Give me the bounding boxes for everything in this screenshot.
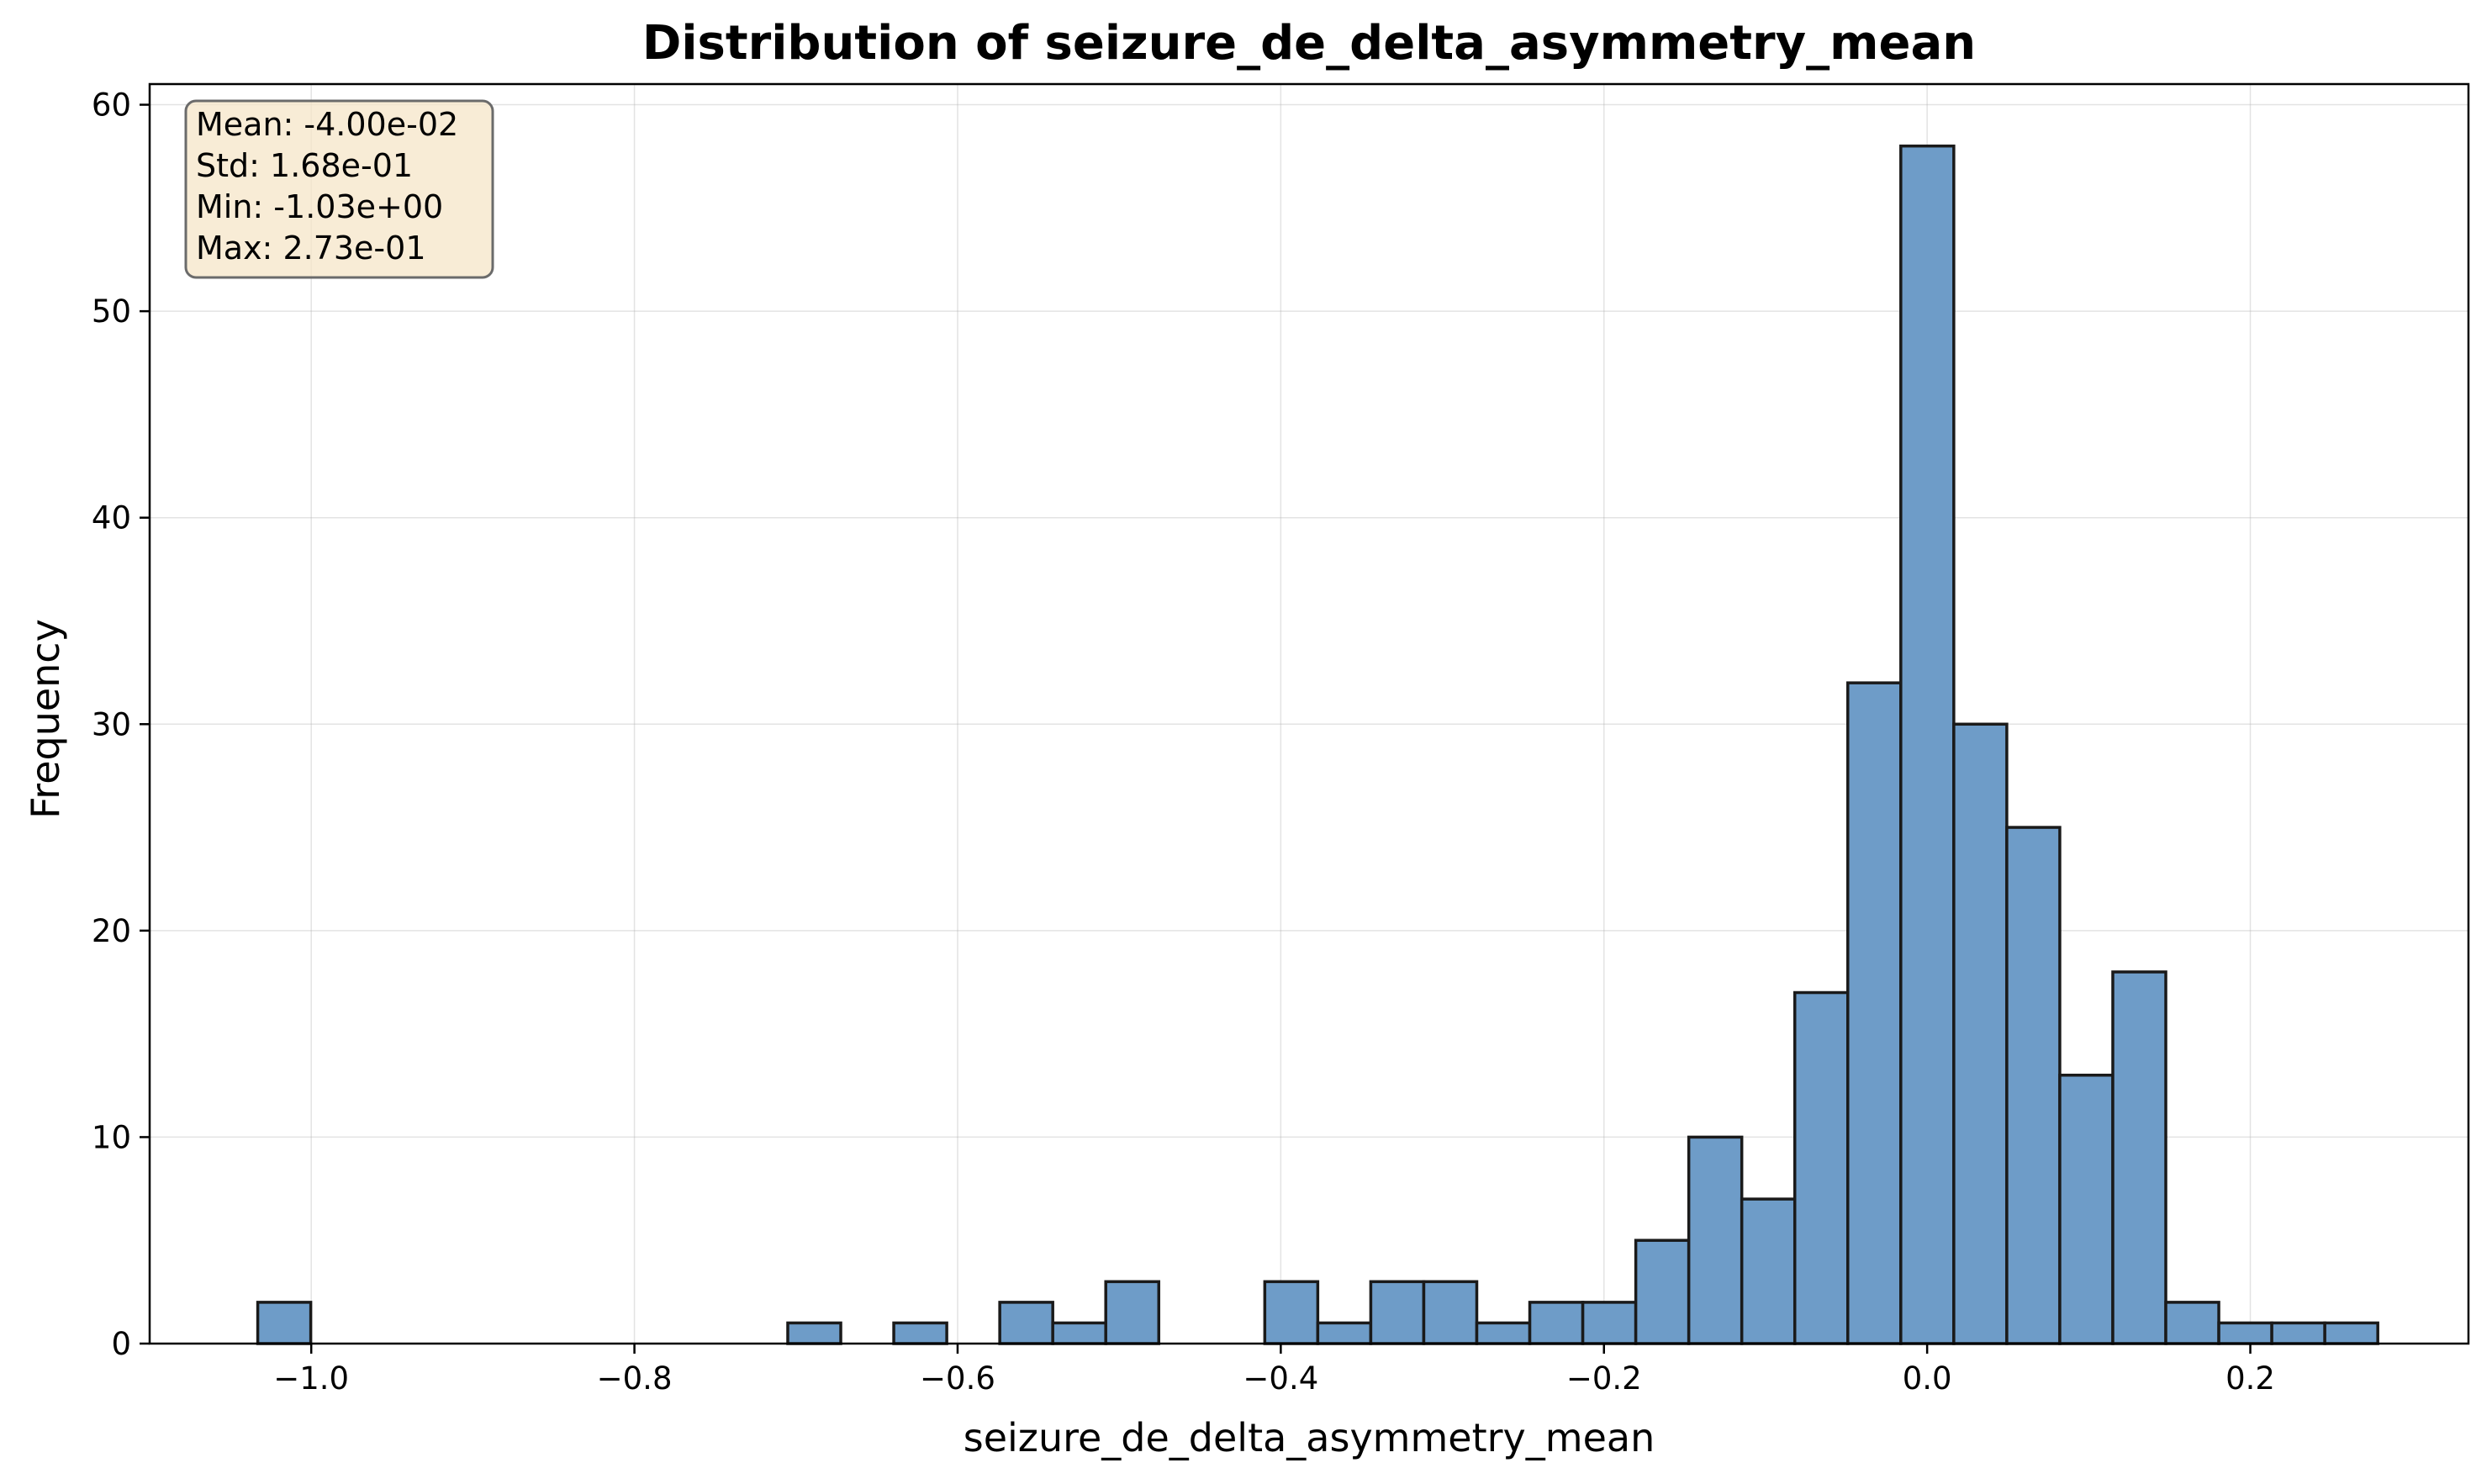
histogram-bar xyxy=(998,1301,1054,1345)
histogram-bar xyxy=(2111,970,2167,1345)
histogram-bar xyxy=(1316,1321,1373,1345)
histogram-bar xyxy=(2217,1321,2273,1345)
y-tick-label: 60 xyxy=(92,87,131,124)
histogram-bar xyxy=(1792,990,1850,1345)
y-tick-label: 50 xyxy=(92,293,131,330)
x-tick-label: −0.2 xyxy=(1566,1360,1642,1397)
stats-min: Min: -1.03e+00 xyxy=(196,188,443,225)
y-tick-label: 0 xyxy=(111,1326,131,1362)
histogram-bar xyxy=(1740,1197,1797,1345)
histogram-bar xyxy=(2323,1321,2379,1345)
y-tick-label: 10 xyxy=(92,1119,131,1155)
histogram-bar xyxy=(1263,1280,1320,1345)
histogram-bar xyxy=(786,1321,842,1345)
histogram-bar xyxy=(1634,1238,1691,1345)
y-axis-label: Frequency xyxy=(23,619,68,819)
x-tick-label: −0.4 xyxy=(1243,1360,1318,1397)
y-tick-label: 30 xyxy=(92,706,131,742)
histogram-bar xyxy=(1846,681,1903,1345)
x-axis-ticks: −1.0 −0.8 −0.6 −0.4 −0.2 0.0 0.2 xyxy=(273,1344,2275,1397)
histogram-bar xyxy=(2164,1301,2220,1345)
histogram-bar xyxy=(1369,1280,1426,1345)
x-tick-label: −1.0 xyxy=(273,1360,349,1397)
x-tick-label: 0.2 xyxy=(2225,1360,2275,1397)
histogram-bar xyxy=(1528,1301,1585,1345)
x-tick-label: −0.6 xyxy=(920,1360,995,1397)
histogram-bar xyxy=(2005,826,2062,1345)
histogram-bar xyxy=(256,1301,313,1345)
histogram-bar xyxy=(2058,1074,2115,1345)
histogram-bar xyxy=(1104,1280,1161,1345)
y-tick-label: 20 xyxy=(92,913,131,949)
stats-std: Std: 1.68e-01 xyxy=(196,147,413,184)
histogram-bar xyxy=(1581,1301,1638,1345)
stats-max: Max: 2.73e-01 xyxy=(196,230,426,267)
chart-title: Distribution of seizure_de_delta_asymmet… xyxy=(642,16,1976,71)
x-tick-label: −0.8 xyxy=(597,1360,673,1397)
y-tick-label: 40 xyxy=(92,500,131,536)
stats-annotation-box: Mean: -4.00e-02 Std: 1.68e-01 Min: -1.03… xyxy=(184,99,494,279)
stats-mean: Mean: -4.00e-02 xyxy=(196,106,458,143)
y-axis-ticks: 0 10 20 30 40 50 60 xyxy=(92,87,150,1362)
histogram-bar xyxy=(2270,1321,2326,1345)
x-axis-label: seizure_de_delta_asymmetry_mean xyxy=(964,1415,1655,1460)
histogram-bar xyxy=(892,1321,948,1345)
histogram-bars xyxy=(256,144,2379,1345)
x-tick-label: 0.0 xyxy=(1903,1360,1952,1397)
plot-frame xyxy=(148,82,2470,1345)
histogram-bar xyxy=(1475,1321,1532,1345)
histogram-bar xyxy=(1899,144,1956,1345)
histogram-bar xyxy=(1952,722,2009,1345)
histogram-bar xyxy=(1687,1135,1744,1345)
histogram-bar xyxy=(1422,1280,1479,1345)
stats-box-background xyxy=(184,99,494,279)
histogram-bar xyxy=(1051,1321,1107,1345)
